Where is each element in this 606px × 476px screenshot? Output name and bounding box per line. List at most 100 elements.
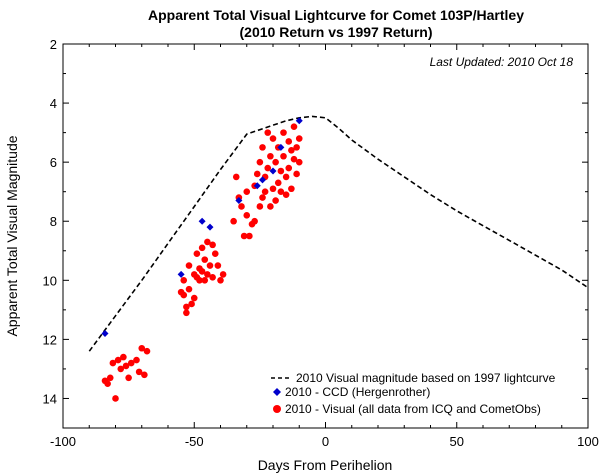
visual-data-point	[293, 170, 300, 178]
y-tick-label: 2	[50, 37, 57, 52]
y-tick-label: 12	[43, 332, 57, 347]
visual-data-point	[261, 188, 269, 195]
ccd-data-point	[259, 176, 266, 184]
visual-data-point	[280, 152, 287, 160]
visual-data-point	[196, 277, 203, 284]
visual-data-point	[209, 241, 216, 249]
legend-item-1997-model: 2010 Visual magnitude based on 1997 ligh…	[296, 371, 556, 385]
visual-data-point	[204, 271, 211, 278]
visual-data-point	[243, 212, 251, 219]
visual-data-point	[285, 164, 293, 172]
legend-visual-circle-swatch	[273, 405, 281, 413]
visual-data-point	[293, 144, 300, 151]
visual-data-point	[269, 185, 277, 193]
visual-data-point	[183, 303, 190, 311]
visual-data-point	[251, 217, 258, 225]
visual-data-point	[288, 147, 295, 154]
visual-data-point	[243, 188, 251, 195]
visual-data-point	[217, 277, 224, 284]
visual-data-point	[256, 203, 264, 210]
visual-data-point	[259, 144, 266, 151]
y-tick-label: 6	[50, 155, 57, 170]
visual-data-point	[295, 135, 303, 142]
visual-data-point	[253, 170, 261, 178]
y-tick-label: 8	[50, 214, 57, 229]
x-tick-label: 50	[450, 434, 464, 449]
last-updated-annotation: Last Updated: 2010 Oct 18	[430, 55, 574, 69]
x-tick-label: -50	[185, 434, 204, 449]
visual-data-point	[285, 138, 293, 145]
ccd-data-point	[253, 182, 261, 190]
y-tick-label: 10	[43, 273, 57, 288]
visual-data-point	[125, 374, 132, 382]
chart-subtitle: (2010 Return vs 1997 Return)	[240, 24, 433, 40]
visual-data-point	[269, 135, 277, 142]
visual-data-point	[209, 274, 216, 281]
visual-data-point	[188, 300, 195, 308]
visual-data-point	[230, 217, 237, 225]
visual-data-point	[206, 262, 214, 269]
visual-data-point	[185, 262, 193, 269]
x-tick-label: 100	[577, 434, 599, 449]
visual-data-point	[138, 344, 146, 352]
visual-data-point	[280, 129, 287, 136]
visual-data-point	[259, 194, 266, 201]
ccd-data-point	[269, 167, 277, 175]
visual-data-point	[267, 152, 274, 160]
legend-item-visual: 2010 - Visual (all data from ICQ and Com…	[285, 402, 541, 416]
visual-data-point	[295, 158, 303, 166]
visual-data-point	[106, 374, 114, 382]
ccd-data-point	[206, 223, 214, 231]
visual-data-point	[232, 173, 240, 181]
ccd-data-point	[235, 197, 243, 205]
visual-data-point	[133, 356, 140, 364]
visual-data-point	[219, 271, 227, 278]
legend-ccd-diamond-swatch	[273, 388, 281, 396]
visual-data-point	[180, 291, 188, 299]
visual-data-point	[198, 268, 206, 275]
chart-title: Apparent Total Visual Lightcurve for Com…	[148, 7, 524, 23]
ccd-data-point	[198, 217, 206, 225]
visual-data-point	[143, 347, 151, 355]
ccd-data-point	[177, 270, 185, 278]
axes: -100 -50 0 50 100 2 4 6 8 10 12 14	[43, 37, 599, 449]
legend: 2010 Visual magnitude based on 1997 ligh…	[271, 371, 556, 416]
visual-data-point	[264, 129, 272, 136]
visual-data-point	[190, 294, 198, 302]
visual-data-point	[290, 155, 298, 163]
visual-data-point	[198, 244, 206, 252]
visual-data-point	[114, 356, 122, 364]
visual-data-point	[193, 250, 201, 258]
visual-data-point	[204, 238, 211, 246]
visual-data-point	[127, 359, 135, 367]
visual-data-point	[183, 309, 190, 317]
visual-data-point	[282, 173, 290, 181]
visual-data-point	[256, 158, 264, 166]
x-tick-label: -100	[50, 434, 76, 449]
visual-data-point	[290, 123, 298, 131]
legend-item-ccd: 2010 - CCD (Hergenrother)	[285, 385, 430, 399]
y-axis-label: Apparent Total Visual Magnitude	[4, 135, 20, 336]
y-tick-label: 4	[50, 96, 57, 111]
ccd-data-point	[295, 117, 303, 125]
visual-data-point	[185, 285, 193, 293]
visual-data-point	[135, 368, 143, 376]
visual-data-point	[120, 353, 127, 361]
visual-data-point	[277, 188, 285, 195]
visual-data-point	[201, 256, 209, 263]
model-lightcurve-line	[88, 115, 589, 352]
visual-data-point	[240, 232, 248, 240]
visual-data-point	[238, 203, 245, 210]
visual-data-point	[288, 185, 295, 193]
visual-data-point	[117, 365, 125, 373]
visual-data-point	[180, 277, 188, 284]
visual-data-point	[201, 277, 209, 284]
ccd-data-point	[277, 143, 285, 151]
visual-data-point	[272, 197, 279, 204]
visual-data-point	[109, 359, 117, 367]
visual-data-point	[272, 158, 279, 166]
visual-data-point	[282, 191, 290, 198]
visual-data-point	[214, 262, 222, 269]
visual-data-point	[274, 179, 282, 187]
